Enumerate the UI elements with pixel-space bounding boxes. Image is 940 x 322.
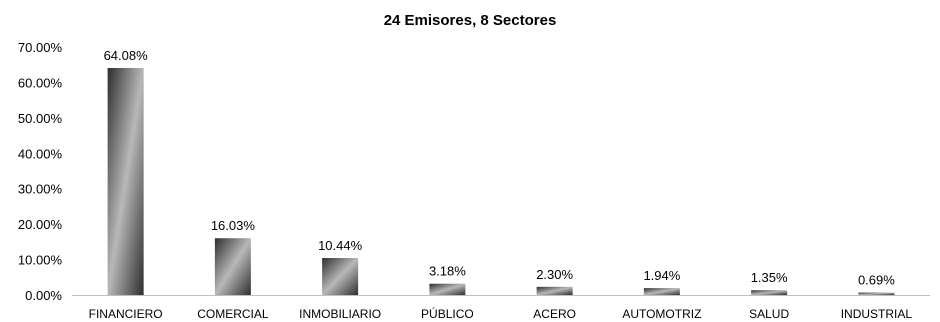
- y-axis-ticks: 0.00% 10.00% 20.00% 30.00% 40.00% 50.00% 60.00…: [18, 40, 63, 303]
- data-label: 2.30%: [536, 267, 573, 282]
- data-label: 64.08%: [104, 48, 149, 63]
- data-label: 10.44%: [318, 238, 363, 253]
- y-tick-label: 50.00%: [18, 111, 63, 126]
- y-tick-label: 40.00%: [18, 146, 63, 161]
- x-tick-label: PÚBLICO: [421, 306, 474, 321]
- bar: [536, 286, 573, 295]
- data-label: 1.35%: [751, 270, 788, 285]
- bars: [107, 67, 895, 295]
- y-tick-label: 30.00%: [18, 182, 63, 197]
- data-labels: 64.08% 16.03% 10.44% 3.18% 2.30% 1.94% 1.35% 0.…: [104, 48, 896, 288]
- data-label: 16.03%: [211, 218, 256, 233]
- x-axis-ticks: FINANCIERO COMERCIAL INMOBILIARIO PÚBLICO AC…: [89, 306, 913, 321]
- x-tick-label: INMOBILIARIO: [299, 307, 381, 321]
- y-tick-label: 0.00%: [25, 288, 62, 303]
- bar: [429, 283, 466, 295]
- bar: [214, 238, 251, 295]
- x-tick-label: AUTOMOTRIZ: [622, 307, 701, 321]
- bar: [107, 67, 144, 295]
- bar: [858, 292, 895, 295]
- y-tick-label: 20.00%: [18, 217, 63, 232]
- data-label: 0.69%: [858, 273, 895, 288]
- bar: [643, 288, 680, 295]
- x-tick-label: COMERCIAL: [197, 307, 269, 321]
- x-tick-label: SALUD: [749, 307, 789, 321]
- data-label: 1.94%: [643, 268, 680, 283]
- data-label: 3.18%: [429, 264, 466, 279]
- x-tick-label: FINANCIERO: [89, 307, 163, 321]
- chart-title: 24 Emisores, 8 Sectores: [384, 12, 557, 29]
- y-tick-label: 70.00%: [18, 40, 63, 55]
- x-tick-label: INDUSTRIAL: [841, 307, 913, 321]
- x-tick-label: ACERO: [533, 307, 576, 321]
- y-tick-label: 60.00%: [18, 75, 63, 90]
- y-tick-label: 10.00%: [18, 253, 63, 268]
- bar: [322, 258, 359, 295]
- bar: [751, 290, 788, 295]
